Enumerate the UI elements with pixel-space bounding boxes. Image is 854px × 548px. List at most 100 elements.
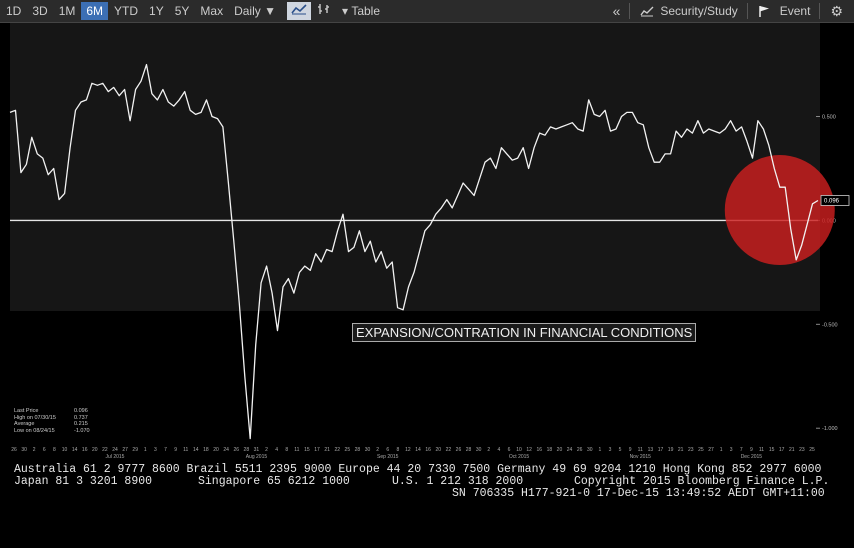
x-tick-label: 10 — [62, 447, 68, 453]
x-tick-label: 4 — [497, 447, 500, 453]
legend-row-high: High on 07/30/15 0.737 — [14, 415, 90, 422]
x-tick-label: 16 — [425, 447, 431, 453]
month-label: Oct 2015 — [509, 454, 530, 460]
month-label: Sep 2015 — [377, 454, 399, 460]
footer-contacts-us: U.S. 1 212 318 2000 — [392, 475, 524, 488]
month-label: Jul 2015 — [106, 454, 125, 460]
x-tick-label: 26 — [11, 447, 17, 453]
legend-row-low: Low on 08/24/15 -1.070 — [14, 428, 90, 435]
x-tick-label: 20 — [92, 447, 98, 453]
period-max[interactable]: Max — [200, 4, 224, 18]
footer-contacts-line1: Australia 61 2 9777 8600 Brazil 5511 239… — [14, 463, 822, 476]
x-tick-label: 1 — [598, 447, 601, 453]
x-tick-label: 16 — [536, 447, 542, 453]
legend-label: Last Price — [14, 408, 39, 414]
line-chart: 0.5000.000-0.500-1.000 26302681014162022… — [0, 23, 854, 460]
table-label: Table — [351, 4, 381, 18]
x-tick-label: 17 — [314, 447, 320, 453]
x-tick-label: 12 — [405, 447, 411, 453]
x-tick-label: 14 — [415, 447, 421, 453]
y-tick-label: 0.500 — [822, 115, 836, 121]
table-toggle[interactable]: ▾ Table — [341, 4, 381, 18]
legend-row-last-price: Last Price 0.096 — [14, 408, 90, 415]
collapse-icon[interactable]: « — [612, 3, 621, 19]
x-tick-label: 13 — [648, 447, 654, 453]
event-label: Event — [779, 4, 811, 18]
x-tick-label: 6 — [508, 447, 511, 453]
x-tick-label: 25 — [345, 447, 351, 453]
x-tick-label: 2 — [33, 447, 36, 453]
x-tick-label: 22 — [102, 447, 108, 453]
x-tick-label: 8 — [53, 447, 56, 453]
last-value-label: 0.096 — [824, 198, 840, 204]
x-tick-label: 6 — [43, 447, 46, 453]
period-6m[interactable]: 6M — [81, 2, 109, 20]
x-tick-label: 24 — [112, 447, 118, 453]
x-tick-label: 3 — [730, 447, 733, 453]
period-5y[interactable]: 5Y — [174, 4, 190, 18]
x-tick-label: 3 — [609, 447, 612, 453]
legend-label: Average — [14, 421, 35, 427]
month-label: Dec 2015 — [741, 454, 763, 460]
x-tick-label: 30 — [587, 447, 593, 453]
x-tick-label: 31 — [254, 447, 260, 453]
x-tick-label: 21 — [678, 447, 684, 453]
frequency-select[interactable]: Daily ▼ — [234, 4, 276, 18]
x-tick-label: 20 — [213, 447, 219, 453]
period-1m[interactable]: 1M — [58, 4, 76, 18]
series-group — [9, 63, 819, 440]
footer-contacts-singapore: Singapore 65 6212 1000 — [198, 475, 350, 488]
y-tick-label: -1.000 — [822, 426, 838, 432]
footer-copyright: Copyright 2015 Bloomberg Finance L.P. — [574, 475, 830, 488]
bar-chart-icon[interactable] — [312, 2, 336, 20]
x-tick-label: 18 — [547, 447, 553, 453]
x-tick-label: 30 — [365, 447, 371, 453]
legend-value: 0.096 — [74, 408, 88, 414]
x-tick-label: 18 — [203, 447, 209, 453]
legend-row-average: Average 0.215 — [14, 421, 90, 428]
x-tick-label: 29 — [132, 447, 138, 453]
legend: Last Price 0.096 High on 07/30/15 0.737 Av… — [14, 408, 90, 434]
x-tick-label: 25 — [698, 447, 704, 453]
x-tick-label: 20 — [557, 447, 563, 453]
x-tick-label: 22 — [446, 447, 452, 453]
x-tick-label: 7 — [740, 447, 743, 453]
flag-icon — [759, 6, 769, 17]
legend-value: 0.737 — [74, 414, 88, 421]
settings-gear-icon[interactable]: ⚙ — [830, 3, 843, 19]
x-tick-label: 24 — [223, 447, 229, 453]
x-tick-label: 27 — [122, 447, 128, 453]
x-tick-label: 9 — [629, 447, 632, 453]
bloomberg-footer: Australia 61 2 9777 8600 Brazil 5511 239… — [0, 460, 854, 508]
x-tick-label: 25 — [809, 447, 815, 453]
x-tick-label: 11 — [294, 447, 299, 453]
x-tick-label: 4 — [275, 447, 278, 453]
toolbar-divider — [746, 3, 748, 19]
x-tick-label: 26 — [456, 447, 462, 453]
event-button[interactable]: Event — [753, 2, 816, 20]
x-tick-label: 23 — [688, 447, 694, 453]
toolbar-divider — [629, 3, 631, 19]
period-1d[interactable]: 1D — [6, 4, 22, 18]
period-1y[interactable]: 1Y — [149, 4, 164, 18]
x-tick-label: 6 — [386, 447, 389, 453]
x-tick-label: 28 — [355, 447, 361, 453]
x-tick-label: 26 — [577, 447, 583, 453]
legend-value: 0.215 — [74, 421, 88, 427]
x-tick-label: 12 — [526, 447, 532, 453]
x-tick-label: 30 — [21, 447, 27, 453]
x-tick-label: 14 — [193, 447, 199, 453]
x-tick-label: 15 — [769, 447, 775, 453]
security-study-label: Security/Study — [660, 4, 738, 18]
x-tick-label: 3 — [154, 447, 157, 453]
x-tick-label: 30 — [476, 447, 482, 453]
legend-value: -1.070 — [74, 427, 90, 434]
period-3d[interactable]: 3D — [32, 4, 48, 18]
period-ytd[interactable]: YTD — [114, 4, 139, 18]
x-tick-label: 5 — [619, 447, 622, 453]
line-chart-icon[interactable] — [286, 2, 311, 20]
x-tick-label: 28 — [466, 447, 472, 453]
x-tick-label: 17 — [779, 447, 785, 453]
security-study-button[interactable]: Security/Study — [635, 2, 742, 20]
x-tick-label: 8 — [285, 447, 288, 453]
